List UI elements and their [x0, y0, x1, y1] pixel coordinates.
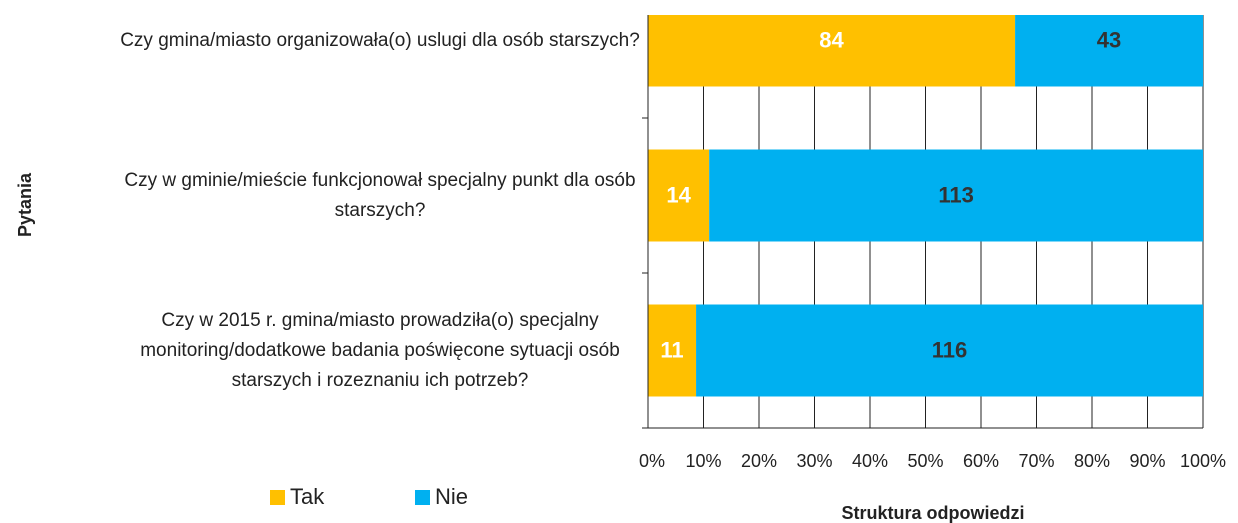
y-tick-label: Czy gmina/miasto organizowała(o) uslugi …: [120, 29, 640, 51]
data-label: 11: [660, 337, 683, 362]
x-tick-label: 20%: [741, 451, 777, 471]
bar-segment: [1015, 15, 1203, 87]
legend-swatch: [270, 490, 285, 505]
x-tick-label: 70%: [1018, 451, 1054, 471]
x-tick-label: 0%: [639, 451, 665, 471]
bar-segment: [709, 149, 1203, 242]
bar-segment: [648, 15, 1016, 87]
bar-segment: [648, 149, 710, 242]
data-label: 116: [932, 337, 968, 362]
x-tick-label: 100%: [1180, 451, 1226, 471]
legend-swatch: [415, 490, 430, 505]
x-tick-label: 40%: [852, 451, 888, 471]
y-axis-title: Pytania: [15, 172, 35, 237]
legend-label: Nie: [435, 484, 468, 509]
y-tick-label: Czy w gminie/mieście funkcjonował specja…: [124, 169, 636, 221]
x-tick-label: 30%: [796, 451, 832, 471]
x-axis-title: Struktura odpowiedzi: [841, 503, 1024, 523]
data-label: 14: [666, 182, 691, 207]
x-tick-label: 90%: [1129, 451, 1165, 471]
data-label: 84: [819, 27, 844, 52]
data-label: 113: [938, 182, 974, 207]
bar-segment: [648, 304, 697, 397]
x-tick-label: 10%: [685, 451, 721, 471]
legend-label: Tak: [290, 484, 325, 509]
data-label: 43: [1097, 27, 1121, 52]
bar-segment: [696, 304, 1203, 397]
y-tick-label: Czy w 2015 r. gmina/miasto prowadziła(o)…: [140, 309, 620, 391]
x-tick-label: 80%: [1074, 451, 1110, 471]
x-tick-label: 60%: [963, 451, 999, 471]
x-tick-label: 50%: [907, 451, 943, 471]
